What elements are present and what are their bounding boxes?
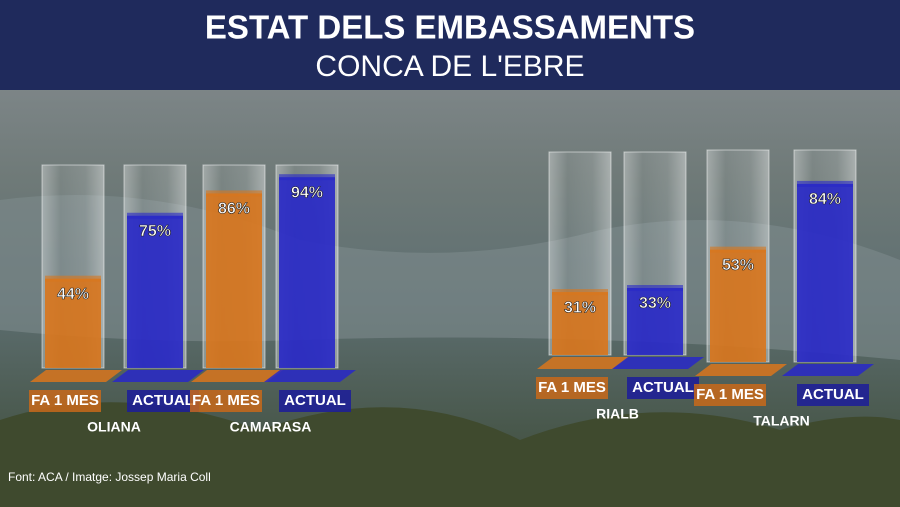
bar-top xyxy=(45,275,101,282)
category-label: TALARN xyxy=(753,413,810,429)
series-label-box xyxy=(797,384,869,406)
bar-top xyxy=(127,212,183,219)
series-label-box xyxy=(29,390,101,412)
header-band xyxy=(0,0,900,90)
bar xyxy=(710,249,766,362)
value-label: 31% xyxy=(564,299,596,316)
series-label: ACTUAL xyxy=(284,392,346,409)
category-label: CAMARASA xyxy=(230,419,312,435)
bar xyxy=(206,193,262,368)
bar-top xyxy=(627,285,683,292)
value-label: 75% xyxy=(139,223,171,240)
category-label: RIALB xyxy=(596,406,639,422)
series-label: FA 1 MES xyxy=(538,379,606,396)
category-label: OLIANA xyxy=(87,419,141,435)
series-label: FA 1 MES xyxy=(696,386,764,403)
base-plate xyxy=(112,370,204,382)
series-label-box xyxy=(627,377,699,399)
series-label-box xyxy=(190,390,262,412)
source: Font: ACA / Imatge: Jossep Maria Coll xyxy=(8,470,211,484)
base-plate xyxy=(191,370,283,382)
base-plate xyxy=(537,357,629,369)
vegetation xyxy=(0,402,900,507)
series-label-box xyxy=(536,377,608,399)
value-label: 94% xyxy=(291,184,323,201)
series-label: ACTUAL xyxy=(632,379,694,396)
value-label: 84% xyxy=(809,191,841,208)
title: ESTAT DELS EMBASSAMENTS xyxy=(205,9,695,46)
bar xyxy=(552,292,608,355)
bar-top xyxy=(797,180,853,187)
bar-top xyxy=(279,174,335,181)
value-label: 53% xyxy=(722,257,754,274)
base-plate xyxy=(782,364,874,376)
bar xyxy=(279,177,335,368)
series-label-box xyxy=(279,390,351,412)
bar-top xyxy=(552,289,608,296)
bar-top xyxy=(206,190,262,197)
series-label: FA 1 MES xyxy=(192,392,260,409)
value-label: 44% xyxy=(57,286,89,303)
bar xyxy=(45,278,101,368)
bar-top xyxy=(710,246,766,253)
base-plate xyxy=(612,357,704,369)
series-label: FA 1 MES xyxy=(31,392,99,409)
subtitle: CONCA DE L'EBRE xyxy=(315,50,584,83)
series-label-box xyxy=(127,390,199,412)
base-plate xyxy=(30,370,122,382)
base-plate xyxy=(264,370,356,382)
value-label: 86% xyxy=(218,201,250,218)
bar xyxy=(797,183,853,362)
base-plate xyxy=(695,364,787,376)
series-label: ACTUAL xyxy=(132,392,194,409)
bar xyxy=(627,288,683,355)
value-label: 33% xyxy=(639,295,671,312)
series-label-box xyxy=(694,384,766,406)
bar xyxy=(127,215,183,368)
series-label: ACTUAL xyxy=(802,386,864,403)
